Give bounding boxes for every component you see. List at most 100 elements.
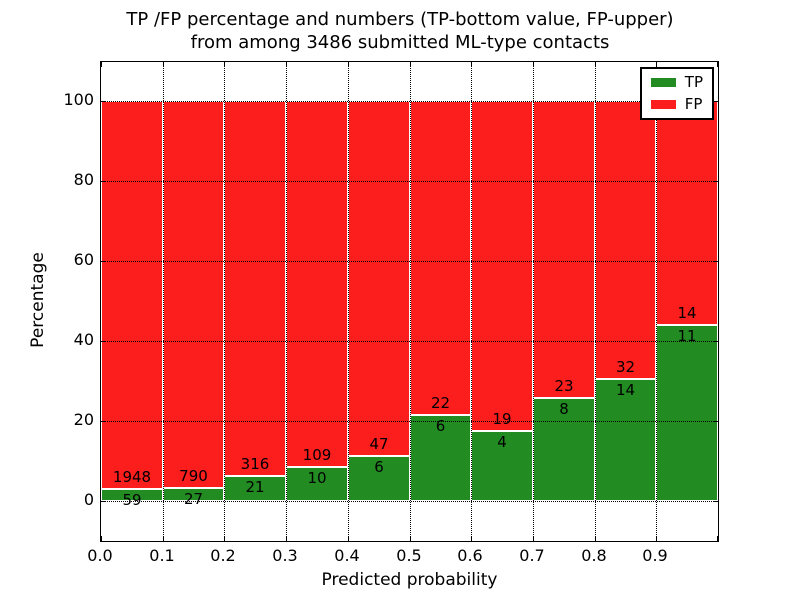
x-tick-mark	[656, 536, 657, 541]
x-tick-mark	[533, 536, 534, 541]
x-tick-mark	[286, 62, 287, 67]
bar-segment-tp	[101, 489, 163, 501]
tp-count-label: 10	[307, 469, 327, 488]
gridline-horizontal	[101, 261, 718, 262]
x-tick-label: 0.7	[519, 546, 545, 565]
gridline-vertical	[410, 62, 411, 541]
chart-title-line1: TP /FP percentage and numbers (TP-bottom…	[126, 9, 674, 30]
bar-segment-fp	[471, 101, 533, 432]
plot-area: 1948 59 790 27 316 21 109 10 47 6 22 6 19 4 23 8 32 14 14 1…	[100, 61, 719, 542]
legend-fp-swatch-icon	[650, 100, 676, 109]
x-tick-mark	[410, 62, 411, 67]
bar-segment-tp	[595, 379, 656, 501]
y-tick-mark	[101, 501, 106, 502]
fp-count-label: 47	[369, 434, 389, 453]
x-tick-mark	[163, 536, 164, 541]
x-tick-label: 0.8	[581, 546, 607, 565]
fp-count-label: 23	[554, 376, 574, 395]
fp-count-label: 109	[302, 446, 332, 465]
gridline-vertical	[286, 62, 287, 541]
tp-count-label: 11	[677, 327, 697, 345]
x-tick-label: 0.2	[210, 546, 236, 565]
bar-segment-fp	[224, 101, 286, 477]
gridline-vertical	[348, 62, 349, 541]
fp-count-label: 32	[615, 358, 636, 377]
x-tick-mark	[348, 62, 349, 67]
chart-title-line2: from among 3486 submitted ML-type contac…	[190, 32, 610, 53]
bar-segment-fp	[163, 101, 224, 488]
gridline-vertical	[656, 62, 657, 541]
y-tick-mark	[713, 341, 718, 342]
gridline-vertical	[595, 62, 596, 541]
x-tick-label: 0.4	[334, 546, 360, 565]
x-tick-mark	[717, 536, 718, 541]
y-tick-mark	[101, 181, 106, 182]
bar-segment-tp	[410, 415, 471, 501]
x-tick-mark	[471, 62, 472, 67]
tp-count-label: 59	[122, 491, 142, 510]
bar-segment-tp	[533, 397, 595, 501]
fp-count-label: 316	[240, 455, 270, 474]
bar-segment-fp	[410, 101, 471, 416]
gridline-horizontal	[101, 501, 718, 502]
x-axis-label: Predicted probability	[321, 570, 498, 590]
bar-segment-fp	[533, 101, 595, 398]
x-tick-label: 0.3	[272, 546, 298, 565]
fp-count-label: 14	[677, 304, 697, 322]
gridline-vertical	[224, 62, 225, 541]
tp-count-label: 6	[435, 417, 446, 436]
y-tick-label: 0	[83, 490, 94, 509]
gridline-horizontal	[101, 421, 718, 422]
bar-segment-fp	[348, 101, 410, 456]
y-tick-mark	[713, 261, 718, 262]
gridline-horizontal	[101, 181, 718, 182]
x-tick-mark	[224, 536, 225, 541]
fp-count-label: 22	[430, 394, 451, 413]
bar-segment-tp	[656, 325, 718, 501]
y-tick-label: 60	[73, 250, 94, 269]
y-tick-mark	[101, 421, 106, 422]
x-tick-label: 0.1	[149, 546, 175, 565]
x-tick-mark	[101, 536, 102, 541]
y-tick-mark	[713, 181, 718, 182]
bar-segment-fp	[595, 101, 656, 380]
bar-segment-fp	[656, 101, 718, 325]
y-axis-label: Percentage	[28, 252, 48, 348]
x-tick-mark	[533, 62, 534, 67]
x-tick-mark	[595, 62, 596, 67]
bar-segment-fp	[101, 101, 163, 490]
bar-segment-tp	[471, 431, 533, 501]
fp-count-label: 1948	[112, 468, 152, 487]
y-tick-mark	[101, 261, 106, 262]
y-tick-mark	[713, 501, 718, 502]
x-tick-label: 0.9	[642, 546, 668, 565]
legend-entry-fp: FP	[650, 95, 703, 113]
tp-count-label: 27	[183, 489, 204, 508]
fp-count-label: 19	[492, 410, 512, 429]
tp-count-label: 14	[615, 381, 636, 400]
legend: TP FP	[639, 67, 714, 120]
tp-count-label: 4	[497, 433, 507, 452]
gridline-vertical	[471, 62, 472, 541]
x-tick-mark	[348, 536, 349, 541]
x-tick-mark	[101, 62, 102, 67]
legend-tp-label: TP	[684, 73, 703, 91]
gridline-vertical	[533, 62, 534, 541]
tp-count-label: 8	[559, 399, 569, 418]
x-tick-mark	[163, 62, 164, 67]
x-tick-mark	[656, 62, 657, 67]
y-tick-mark	[101, 341, 106, 342]
x-tick-label: 0.5	[396, 546, 422, 565]
legend-tp-swatch-icon	[650, 78, 676, 87]
tp-count-label: 6	[374, 457, 384, 476]
legend-entry-tp: TP	[650, 73, 703, 91]
y-tick-mark	[713, 421, 718, 422]
legend-fp-label: FP	[684, 95, 703, 113]
chart-title: TP /FP percentage and numbers (TP-bottom…	[0, 8, 800, 54]
x-tick-mark	[717, 62, 718, 67]
bar-segment-fp	[286, 101, 348, 468]
x-tick-mark	[410, 536, 411, 541]
x-tick-mark	[595, 536, 596, 541]
y-tick-label: 100	[63, 90, 94, 109]
